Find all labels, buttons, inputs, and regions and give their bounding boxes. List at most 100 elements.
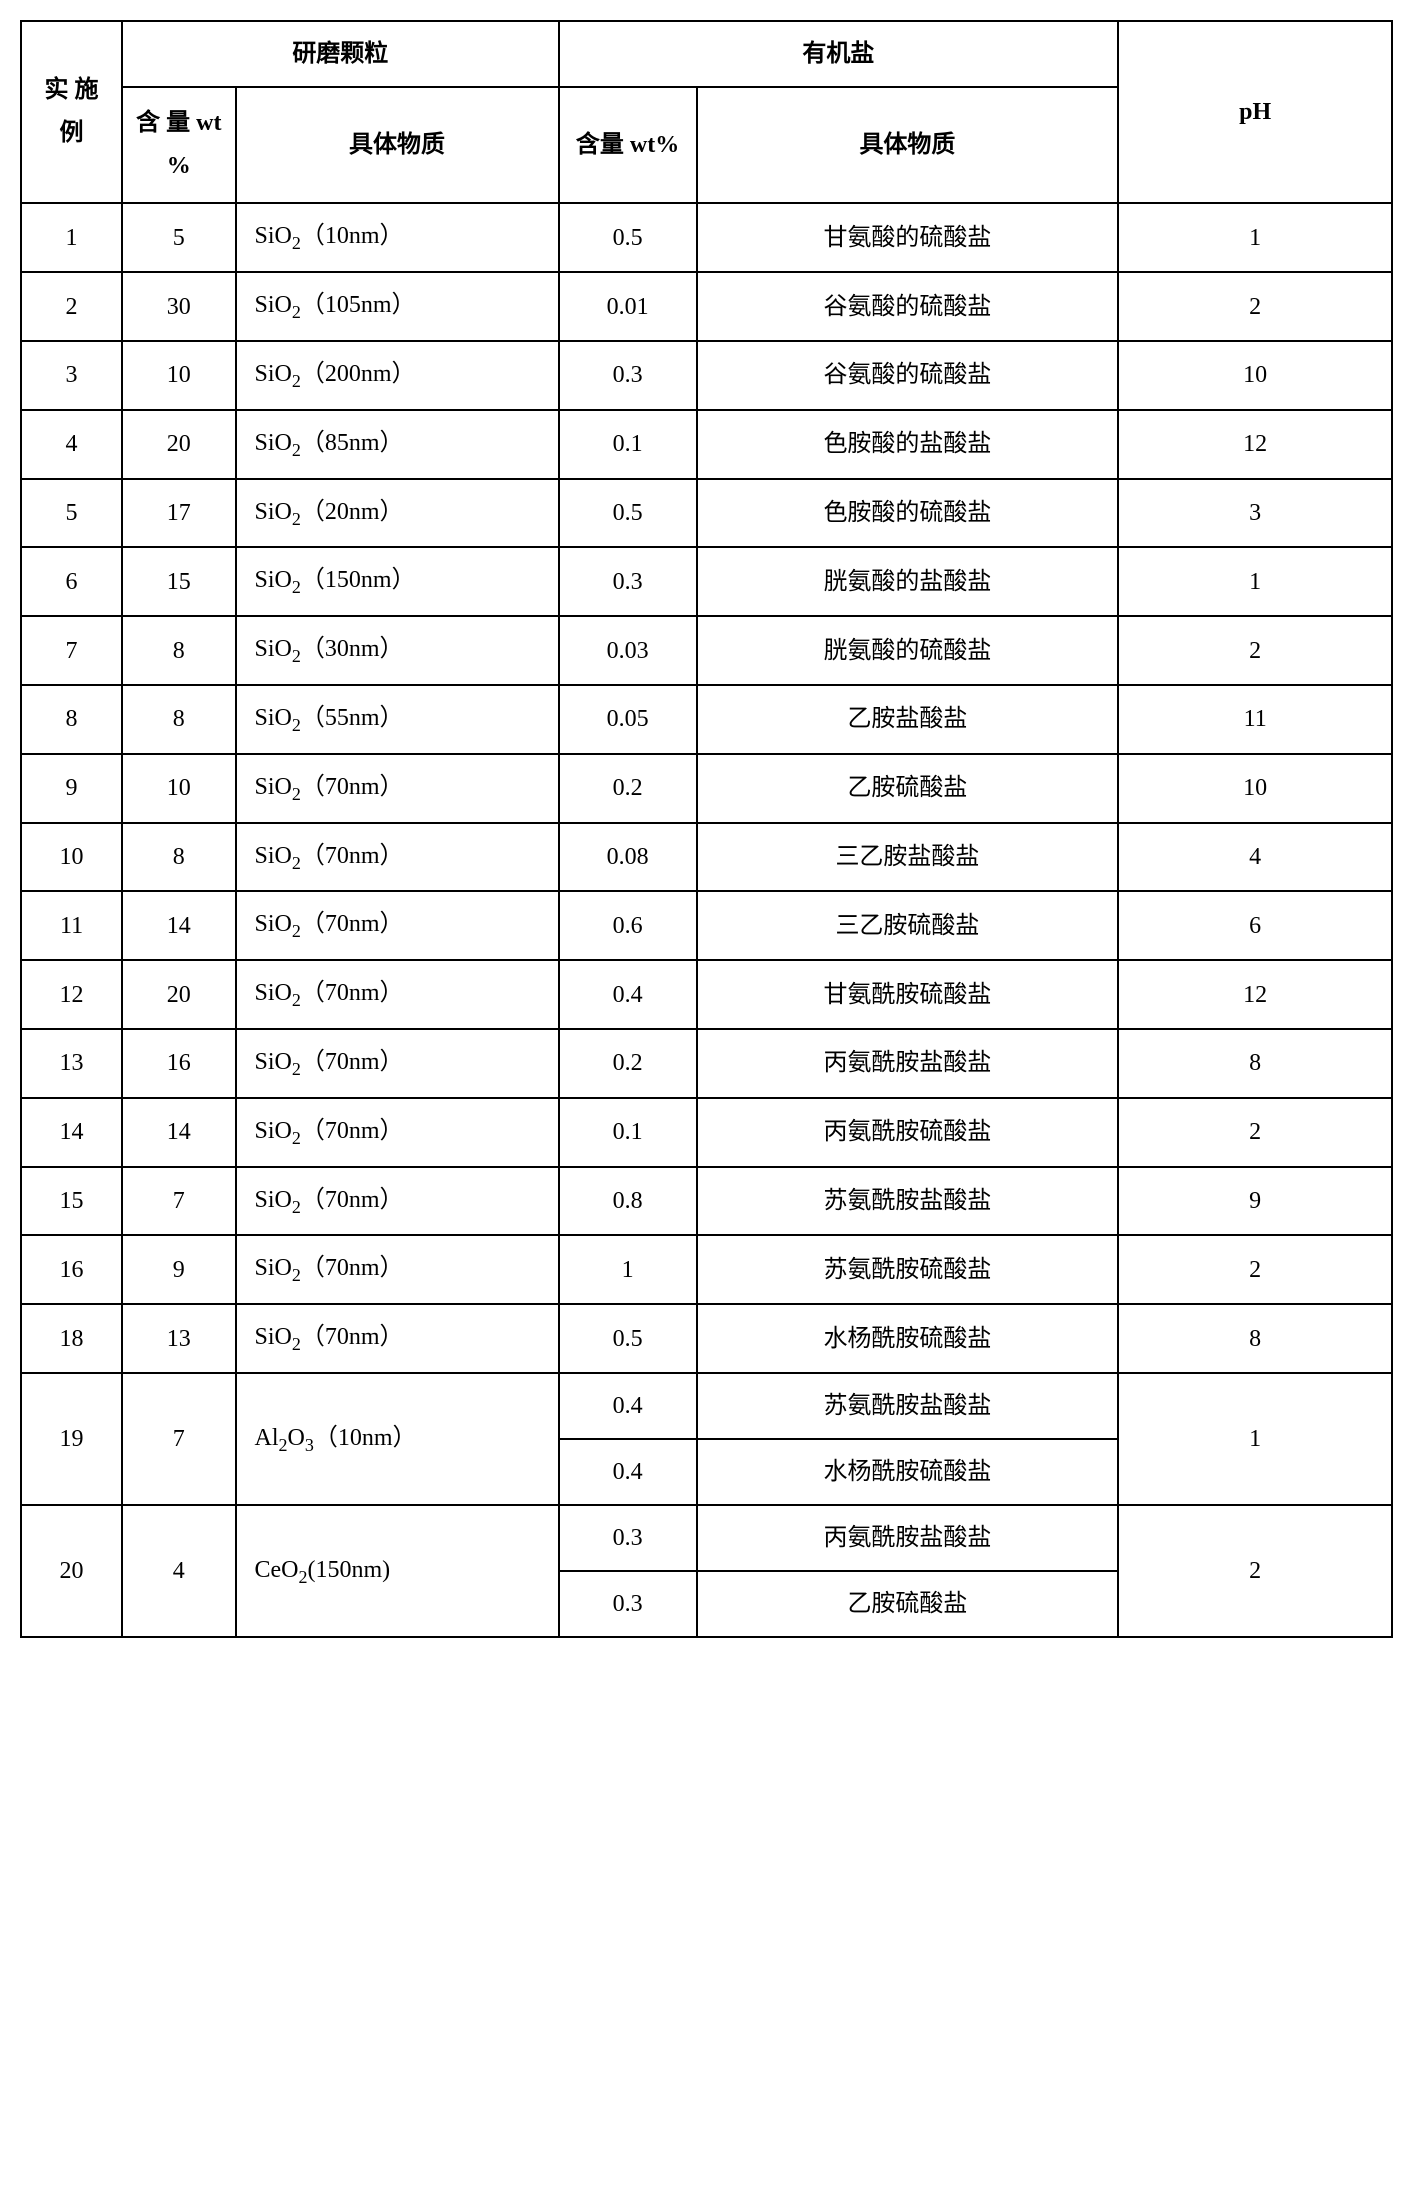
cell-abrasive-substance: SiO2（70nm）	[236, 1167, 559, 1236]
cell-organic-wt: 0.8	[559, 1167, 697, 1236]
table-row: 1813SiO2（70nm）0.5水杨酰胺硫酸盐8	[21, 1304, 1392, 1373]
cell-abrasive-wt: 20	[122, 960, 235, 1029]
cell-example: 13	[21, 1029, 122, 1098]
cell-organic-substance: 色胺酸的硫酸盐	[697, 479, 1119, 548]
table-row: 420SiO2（85nm）0.1色胺酸的盐酸盐12	[21, 410, 1392, 479]
cell-abrasive-wt: 8	[122, 616, 235, 685]
cell-organic-substance: 三乙胺盐酸盐	[697, 823, 1119, 892]
cell-ph: 2	[1118, 1235, 1392, 1304]
cell-organic-substance: 苏氨酰胺盐酸盐	[697, 1167, 1119, 1236]
table-row: 1220SiO2（70nm）0.4甘氨酰胺硫酸盐12	[21, 960, 1392, 1029]
cell-organic-wt: 0.4	[559, 1373, 697, 1439]
cell-example: 11	[21, 891, 122, 960]
cell-example: 7	[21, 616, 122, 685]
cell-ph: 10	[1118, 754, 1392, 823]
cell-abrasive-substance: SiO2（85nm）	[236, 410, 559, 479]
cell-organic-substance: 丙氨酰胺盐酸盐	[697, 1505, 1119, 1571]
cell-example: 3	[21, 341, 122, 410]
cell-organic-wt: 0.3	[559, 341, 697, 410]
cell-example: 20	[21, 1505, 122, 1637]
cell-organic-substance: 胱氨酸的盐酸盐	[697, 547, 1119, 616]
cell-ph: 8	[1118, 1304, 1392, 1373]
cell-abrasive-wt: 9	[122, 1235, 235, 1304]
cell-abrasive-wt: 8	[122, 685, 235, 754]
cell-organic-wt: 0.3	[559, 1571, 697, 1637]
cell-organic-substance: 三乙胺硫酸盐	[697, 891, 1119, 960]
cell-ph: 1	[1118, 203, 1392, 272]
table-row: 204CeO2(150nm)0.3丙氨酰胺盐酸盐2	[21, 1505, 1392, 1571]
cell-organic-wt: 0.2	[559, 754, 697, 823]
cell-example: 6	[21, 547, 122, 616]
cell-organic-substance: 色胺酸的盐酸盐	[697, 410, 1119, 479]
cell-organic-substance: 胱氨酸的硫酸盐	[697, 616, 1119, 685]
cell-example: 14	[21, 1098, 122, 1167]
cell-abrasive-substance: SiO2（10nm）	[236, 203, 559, 272]
cell-organic-wt: 0.1	[559, 1098, 697, 1167]
cell-example: 16	[21, 1235, 122, 1304]
cell-example: 19	[21, 1373, 122, 1505]
cell-example: 9	[21, 754, 122, 823]
cell-example: 4	[21, 410, 122, 479]
cell-organic-substance: 丙氨酰胺硫酸盐	[697, 1098, 1119, 1167]
cell-abrasive-substance: SiO2（70nm）	[236, 960, 559, 1029]
cell-abrasive-substance: SiO2（70nm）	[236, 891, 559, 960]
cell-organic-substance: 水杨酰胺硫酸盐	[697, 1304, 1119, 1373]
cell-organic-wt: 0.05	[559, 685, 697, 754]
cell-ph: 12	[1118, 410, 1392, 479]
cell-ph: 2	[1118, 1505, 1392, 1637]
cell-ph: 1	[1118, 1373, 1392, 1505]
cell-ph: 3	[1118, 479, 1392, 548]
cell-ph: 6	[1118, 891, 1392, 960]
cell-ph: 8	[1118, 1029, 1392, 1098]
cell-organic-wt: 0.6	[559, 891, 697, 960]
cell-ph: 11	[1118, 685, 1392, 754]
cell-organic-substance: 乙胺盐酸盐	[697, 685, 1119, 754]
cell-organic-wt: 0.5	[559, 479, 697, 548]
cell-abrasive-substance: Al2O3（10nm）	[236, 1373, 559, 1505]
cell-ph: 2	[1118, 1098, 1392, 1167]
cell-example: 8	[21, 685, 122, 754]
table-row: 197Al2O3（10nm）0.4苏氨酰胺盐酸盐1	[21, 1373, 1392, 1439]
cell-organic-wt: 0.08	[559, 823, 697, 892]
table-row: 108SiO2（70nm）0.08三乙胺盐酸盐4	[21, 823, 1392, 892]
cell-abrasive-substance: SiO2（55nm）	[236, 685, 559, 754]
cell-ph: 2	[1118, 616, 1392, 685]
header-organic: 有机盐	[559, 21, 1119, 87]
cell-organic-substance: 乙胺硫酸盐	[697, 754, 1119, 823]
header-abrasive-substance: 具体物质	[236, 87, 559, 203]
cell-abrasive-substance: SiO2（30nm）	[236, 616, 559, 685]
cell-organic-substance: 甘氨酸的硫酸盐	[697, 203, 1119, 272]
header-ph: pH	[1118, 21, 1392, 203]
cell-ph: 4	[1118, 823, 1392, 892]
cell-abrasive-substance: SiO2（70nm）	[236, 1029, 559, 1098]
cell-organic-substance: 苏氨酰胺硫酸盐	[697, 1235, 1119, 1304]
cell-abrasive-substance: SiO2（150nm）	[236, 547, 559, 616]
table-body: 15SiO2（10nm）0.5甘氨酸的硫酸盐1230SiO2（105nm）0.0…	[21, 203, 1392, 1637]
cell-abrasive-wt: 16	[122, 1029, 235, 1098]
table-row: 1316SiO2（70nm）0.2丙氨酰胺盐酸盐8	[21, 1029, 1392, 1098]
table-row: 88SiO2（55nm）0.05乙胺盐酸盐11	[21, 685, 1392, 754]
cell-abrasive-wt: 4	[122, 1505, 235, 1637]
data-table: 实 施 例 研磨颗粒 有机盐 pH 含 量 wt % 具体物质 含量 wt% 具…	[20, 20, 1393, 1638]
table-row: 1414SiO2（70nm）0.1丙氨酰胺硫酸盐2	[21, 1098, 1392, 1167]
cell-example: 12	[21, 960, 122, 1029]
cell-example: 5	[21, 479, 122, 548]
cell-ph: 9	[1118, 1167, 1392, 1236]
header-row-1: 实 施 例 研磨颗粒 有机盐 pH	[21, 21, 1392, 87]
table-row: 310SiO2（200nm）0.3谷氨酸的硫酸盐10	[21, 341, 1392, 410]
cell-organic-wt: 0.4	[559, 1439, 697, 1505]
table-row: 517SiO2（20nm）0.5色胺酸的硫酸盐3	[21, 479, 1392, 548]
cell-abrasive-wt: 15	[122, 547, 235, 616]
table-row: 910SiO2（70nm）0.2乙胺硫酸盐10	[21, 754, 1392, 823]
header-abrasive-content: 含 量 wt %	[122, 87, 235, 203]
cell-organic-wt: 0.3	[559, 1505, 697, 1571]
cell-abrasive-substance: SiO2（70nm）	[236, 1235, 559, 1304]
cell-organic-substance: 甘氨酰胺硫酸盐	[697, 960, 1119, 1029]
cell-organic-wt: 0.5	[559, 203, 697, 272]
cell-example: 10	[21, 823, 122, 892]
header-organic-substance: 具体物质	[697, 87, 1119, 203]
cell-organic-wt: 0.1	[559, 410, 697, 479]
cell-abrasive-wt: 30	[122, 272, 235, 341]
cell-organic-wt: 0.5	[559, 1304, 697, 1373]
cell-organic-wt: 0.2	[559, 1029, 697, 1098]
